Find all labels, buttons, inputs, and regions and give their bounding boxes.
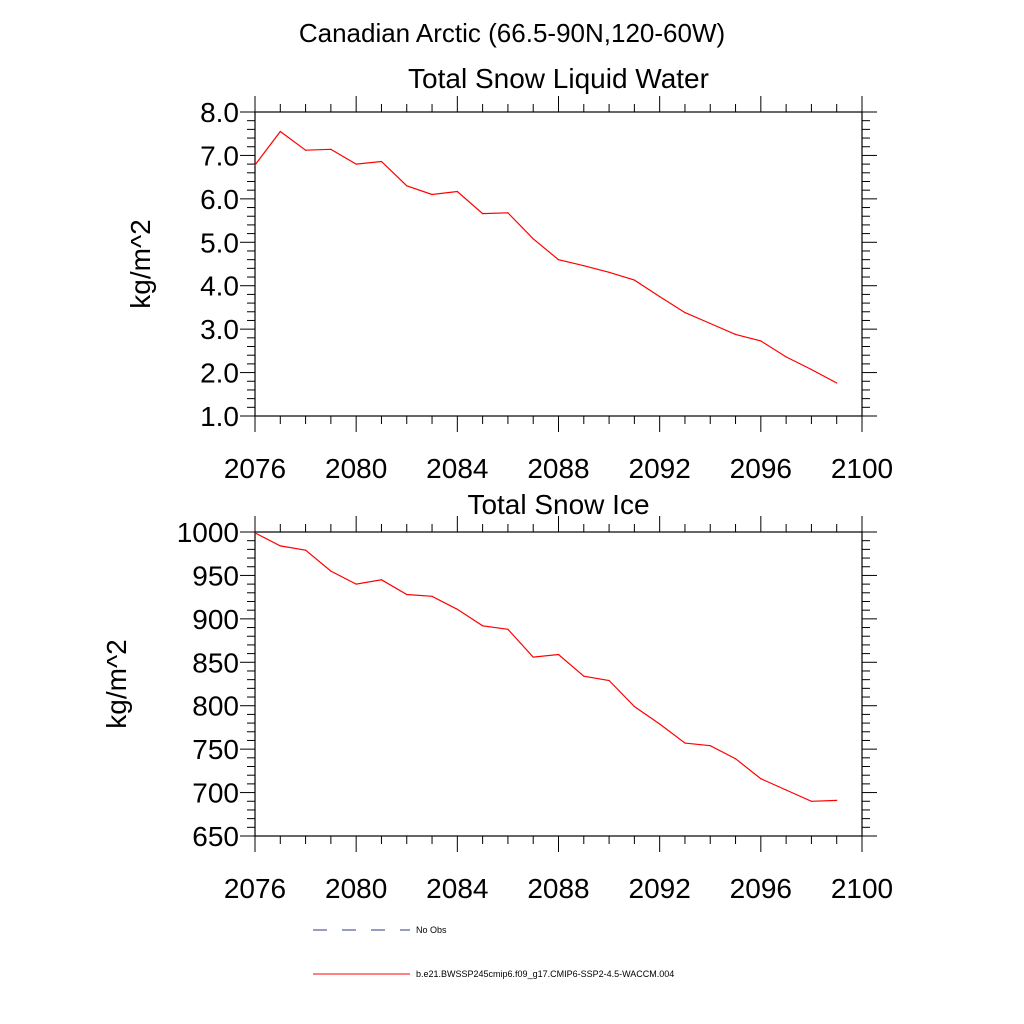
x-tick-label: 2076 (224, 873, 286, 904)
data-point (684, 312, 686, 314)
data-point (380, 579, 383, 581)
x-tick-label: 2096 (730, 453, 792, 484)
y-tick-label: 800 (192, 691, 239, 722)
data-point (557, 653, 560, 656)
plot-frame (254, 531, 863, 837)
data-point (279, 130, 281, 133)
x-tick-label: 2092 (629, 453, 691, 484)
data-point (836, 382, 838, 384)
chart-panel-snow-ice: Total Snow Ice 2076 2080 2084 2088 2092 2096 21… (101, 489, 893, 904)
data-point (507, 212, 509, 214)
data-point (532, 656, 534, 658)
data-point (709, 745, 711, 747)
y-axis-label: kg/m^2 (125, 219, 156, 308)
data-point (456, 608, 458, 610)
x-tick-label: 2080 (325, 453, 387, 484)
data-point (633, 279, 635, 281)
data-point (583, 265, 585, 267)
x-tick-label: 2088 (527, 873, 589, 904)
data-point (557, 259, 560, 261)
data-point (482, 213, 484, 215)
y-tick-label: 1000 (177, 517, 239, 548)
y-tick-label: 700 (192, 778, 239, 809)
data-point (456, 190, 458, 193)
data-point (583, 675, 585, 677)
data-point (532, 238, 534, 240)
data-point (431, 193, 433, 196)
legend: No Obs b.e21.BWSSP245cmip6.f09_g17.CMIP6… (313, 925, 674, 979)
legend-label-model-run: b.e21.BWSSP245cmip6.f09_g17.CMIP6-SSP2-4… (416, 969, 674, 979)
y-tick-label: 900 (192, 604, 239, 635)
data-point (482, 625, 484, 627)
y-tick-label: 850 (192, 647, 239, 678)
y-tick-label: 5.0 (200, 227, 239, 258)
data-point (684, 742, 686, 744)
data-point (760, 340, 762, 342)
data-point (709, 322, 711, 325)
data-point (355, 163, 357, 165)
data-point (734, 758, 737, 760)
x-tick-label: 2092 (629, 873, 691, 904)
data-point (254, 532, 256, 534)
x-tick-label: 2084 (426, 453, 488, 484)
data-point (304, 149, 307, 151)
data-point (810, 368, 813, 371)
data-point (304, 549, 307, 551)
data-point (431, 595, 433, 597)
x-tick-label: 2100 (831, 873, 893, 904)
data-point (279, 545, 281, 547)
chart-title: Total Snow Ice (467, 489, 649, 520)
y-tick-label: 2.0 (200, 358, 239, 389)
y-tick-label: 1.0 (200, 401, 239, 432)
y-tick-label: 3.0 (200, 314, 239, 345)
data-point (836, 799, 838, 801)
y-tick-label: 4.0 (200, 271, 239, 302)
data-point (659, 295, 661, 298)
x-tick-label: 2084 (426, 873, 488, 904)
data-point (760, 778, 762, 780)
x-tick-label: 2076 (224, 453, 286, 484)
figure-title: Canadian Arctic (66.5-90N,120-60W) (299, 18, 725, 48)
data-point (659, 723, 661, 725)
y-tick-label: 8.0 (200, 97, 239, 128)
data-point (608, 271, 610, 273)
data-point (380, 160, 383, 163)
y-tick-label: 6.0 (200, 184, 239, 215)
legend-label-no-obs: No Obs (416, 925, 447, 935)
data-point (406, 185, 408, 187)
data-point (734, 333, 737, 335)
data-point (406, 593, 408, 596)
x-tick-label: 2080 (325, 873, 387, 904)
data-point (330, 570, 332, 572)
y-tick-label: 750 (192, 734, 239, 765)
chart-panel-snow-liquid-water: Total Snow Liquid Water 2076 2080 2084 2088 2… (125, 63, 893, 484)
data-point (330, 148, 332, 150)
y-tick-label: 7.0 (200, 140, 239, 171)
data-point (785, 789, 787, 791)
x-tick-label: 2096 (730, 873, 792, 904)
data-point (507, 628, 509, 630)
series-line (254, 130, 837, 384)
data-point (810, 800, 813, 802)
y-tick-label: 950 (192, 560, 239, 591)
chart-title: Total Snow Liquid Water (408, 63, 709, 94)
x-tick-label: 2100 (831, 453, 893, 484)
y-tick-label: 650 (192, 821, 239, 852)
y-axis-label: kg/m^2 (101, 639, 132, 728)
x-tick-label: 2088 (527, 453, 589, 484)
data-point (785, 356, 787, 358)
data-point (633, 705, 635, 708)
data-point (355, 583, 357, 585)
series-line (254, 532, 837, 802)
data-point (254, 164, 256, 166)
data-point (608, 679, 610, 682)
